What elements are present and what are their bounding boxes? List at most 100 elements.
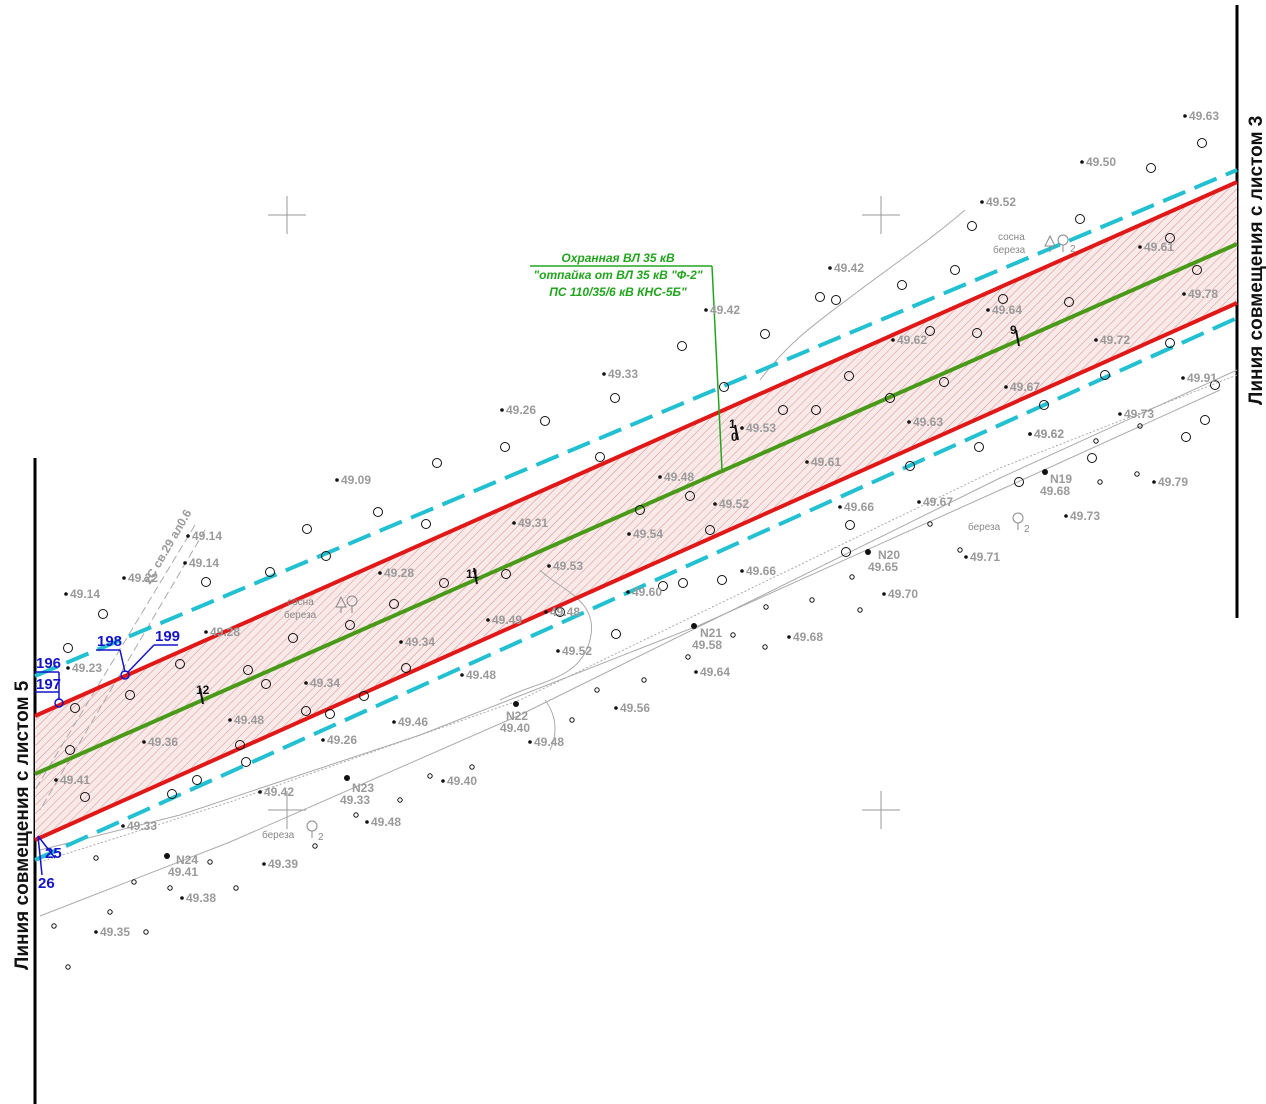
elevation-label: 49.67: [923, 495, 953, 509]
pole-number-9: 9: [1010, 323, 1017, 337]
elevation-label: 49.46: [398, 715, 428, 729]
elevation-point: [740, 569, 744, 573]
survey-circle: [1197, 138, 1207, 148]
elevation-label: 49.52: [986, 195, 1016, 209]
survey-circle: [635, 505, 645, 515]
survey-circle: [201, 577, 211, 587]
survey-circle-small: [762, 644, 768, 650]
survey-circle: [325, 709, 335, 719]
survey-circle-small: [143, 929, 149, 935]
elevation-label: 49.70: [888, 587, 918, 601]
elevation-label: 49.52: [719, 497, 749, 511]
survey-circle-small: [763, 604, 769, 610]
survey-circle: [967, 221, 977, 231]
elevation-label: 49.50: [1086, 155, 1116, 169]
elevation-label: 49.52: [562, 644, 592, 658]
survey-circle-small: [685, 654, 691, 660]
elevation-label: 49.53: [553, 559, 583, 573]
well-elev-N24: 49.41: [168, 865, 198, 879]
elevation-label: 49.48: [234, 713, 264, 727]
tree-label-birch-1: береза: [993, 244, 1026, 256]
zone-boundary-bottom: [34, 301, 1238, 842]
survey-circle: [1146, 163, 1156, 173]
comm-line: [34, 524, 206, 811]
elevation-label: 49.42: [834, 261, 864, 275]
survey-circle-small: [107, 909, 113, 915]
survey-circle: [685, 491, 695, 501]
survey-circle: [811, 405, 821, 415]
elevation-label: 49.31: [518, 516, 548, 530]
elevation-point: [1182, 292, 1186, 296]
elevation-point: [964, 555, 968, 559]
elevation-label: 49.48: [534, 735, 564, 749]
survey-circle: [63, 643, 73, 653]
survey-circle-small: [1137, 423, 1143, 429]
elevation-label: 49.14: [70, 587, 100, 601]
elevation-label: 49.63: [913, 415, 943, 429]
survey-circle: [167, 789, 177, 799]
survey-circle: [974, 442, 984, 452]
elevation-label: 49.49: [492, 613, 522, 627]
survey-circle-small: [469, 764, 475, 770]
elevation-label: 49.79: [1158, 475, 1188, 489]
elevation-point: [907, 420, 911, 424]
well-elev-N20: 49.65: [868, 560, 898, 574]
survey-circle: [658, 581, 668, 591]
survey-circle-small: [131, 879, 137, 885]
right-sheet-label: Линия совмещения с листом 3: [1246, 116, 1266, 405]
survey-circle: [905, 461, 915, 471]
survey-circle: [540, 416, 550, 426]
elevation-point: [787, 635, 791, 639]
elevation-label: 49.62: [1034, 427, 1064, 441]
elevation-label: 49.68: [793, 630, 823, 644]
elevation-point: [512, 521, 516, 525]
well-elev-N23: 49.33: [340, 793, 370, 807]
elevation-point: [1152, 480, 1156, 484]
survey-circle: [321, 551, 331, 561]
outer-boundary-top: [34, 168, 1238, 678]
elevation-label: 49.61: [1144, 240, 1174, 254]
elevation-point: [64, 592, 68, 596]
survey-circle: [1200, 415, 1210, 425]
elevation-point: [740, 426, 744, 430]
elevation-point: [304, 681, 308, 685]
survey-circle: [373, 507, 383, 517]
elevation-label: 49.56: [620, 701, 650, 715]
well-elev-N22: 49.40: [500, 721, 530, 735]
elevation-point: [1028, 432, 1032, 436]
elevation-label: 49.54: [633, 527, 663, 541]
elevation-point: [528, 740, 532, 744]
survey-circle: [1087, 453, 1097, 463]
elevation-point: [262, 862, 266, 866]
tree-label-birch-2: береза: [284, 609, 317, 621]
survey-circle: [261, 679, 271, 689]
survey-circle: [70, 703, 80, 713]
elevation-point: [626, 590, 630, 594]
survey-circle: [1014, 477, 1024, 487]
survey-circle: [841, 547, 851, 557]
survey-circle: [432, 458, 442, 468]
elevation-point: [1183, 114, 1187, 118]
elevation-label: 49.34: [310, 676, 340, 690]
survey-circle-small: [233, 885, 239, 891]
survey-circle: [1064, 297, 1074, 307]
elevation-point: [828, 266, 832, 270]
elevation-point: [544, 610, 548, 614]
survey-circle: [555, 607, 565, 617]
elevation-point: [986, 308, 990, 312]
survey-point-198: 198: [97, 633, 122, 650]
elevation-point: [1138, 245, 1142, 249]
survey-circle: [235, 740, 245, 750]
elevation-point: [392, 720, 396, 724]
elevation-point: [183, 561, 187, 565]
elevation-label: 49.26: [327, 733, 357, 747]
survey-circle: [897, 280, 907, 290]
elevation-label: 49.48: [664, 470, 694, 484]
survey-circle-small: [65, 964, 71, 970]
elevation-point: [186, 534, 190, 538]
elevation-point: [713, 502, 717, 506]
survey-circle: [359, 691, 369, 701]
elevation-point: [838, 505, 842, 509]
elevation-label: 49.48: [371, 815, 401, 829]
zone-boundary-top: [34, 180, 1238, 718]
